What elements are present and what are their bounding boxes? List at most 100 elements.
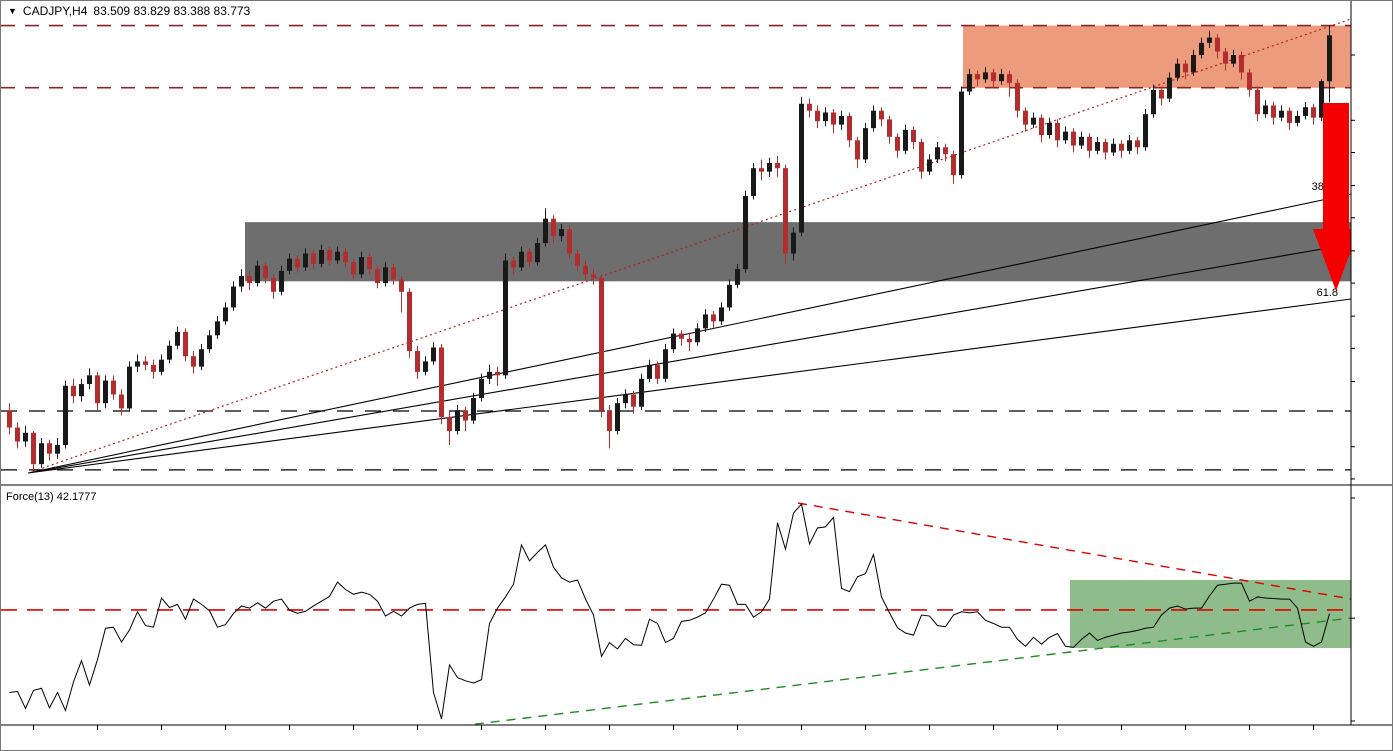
bear-candle[interactable]	[1271, 105, 1276, 118]
bull-candle[interactable]	[167, 345, 172, 360]
bull-candle[interactable]	[199, 349, 204, 367]
bear-candle[interactable]	[391, 267, 396, 280]
bear-candle[interactable]	[367, 256, 372, 270]
bull-candle[interactable]	[735, 269, 740, 285]
bear-candle[interactable]	[1287, 110, 1292, 123]
bear-candle[interactable]	[1055, 122, 1060, 141]
bear-candle[interactable]	[31, 432, 36, 465]
bear-candle[interactable]	[111, 380, 116, 395]
bear-candle[interactable]	[991, 72, 996, 82]
bull-candle[interactable]	[383, 267, 388, 284]
bull-candle[interactable]	[1279, 110, 1284, 118]
bear-candle[interactable]	[407, 291, 412, 351]
main-price-panel[interactable]: 38.25061.8	[1, 18, 1359, 474]
bear-candle[interactable]	[1087, 136, 1092, 151]
bear-candle[interactable]	[807, 103, 812, 111]
bear-candle[interactable]	[295, 258, 300, 268]
bull-candle[interactable]	[751, 168, 756, 197]
bull-candle[interactable]	[999, 74, 1004, 82]
bull-candle[interactable]	[535, 243, 540, 263]
bear-candle[interactable]	[847, 115, 852, 141]
bear-candle[interactable]	[775, 162, 780, 169]
bear-candle[interactable]	[183, 331, 188, 357]
bear-candle[interactable]	[1239, 55, 1244, 73]
bear-candle[interactable]	[375, 269, 380, 284]
bull-candle[interactable]	[903, 129, 908, 151]
bull-candle[interactable]	[1127, 140, 1132, 151]
bull-candle[interactable]	[207, 335, 212, 350]
bull-candle[interactable]	[719, 307, 724, 322]
bear-candle[interactable]	[1119, 143, 1124, 151]
bear-candle[interactable]	[1183, 63, 1188, 73]
bull-candle[interactable]	[1207, 37, 1212, 43]
bear-candle[interactable]	[951, 154, 956, 176]
bull-candle[interactable]	[319, 249, 324, 264]
bear-candle[interactable]	[943, 147, 948, 155]
force-green-trendline[interactable]	[443, 617, 1351, 728]
bear-candle[interactable]	[327, 249, 332, 261]
bear-candle[interactable]	[191, 356, 196, 367]
bull-candle[interactable]	[215, 321, 220, 336]
bull-candle[interactable]	[623, 394, 628, 404]
bear-candle[interactable]	[463, 410, 468, 421]
bull-candle[interactable]	[823, 112, 828, 122]
bear-candle[interactable]	[831, 112, 836, 125]
bull-candle[interactable]	[519, 251, 524, 268]
bear-candle[interactable]	[591, 274, 596, 278]
red-dotted-trendline[interactable]	[27, 18, 1351, 474]
bear-candle[interactable]	[879, 110, 884, 120]
bull-candle[interactable]	[471, 397, 476, 421]
bear-candle[interactable]	[399, 279, 404, 292]
bull-candle[interactable]	[279, 270, 284, 292]
bear-candle[interactable]	[439, 347, 444, 418]
bull-candle[interactable]	[1319, 81, 1324, 118]
bear-candle[interactable]	[1159, 89, 1164, 99]
bear-candle[interactable]	[783, 168, 788, 254]
bear-candle[interactable]	[143, 361, 148, 365]
force-red-trendline[interactable]	[797, 502, 1351, 600]
bear-candle[interactable]	[687, 338, 692, 343]
bear-candle[interactable]	[247, 276, 252, 284]
bull-candle[interactable]	[863, 128, 868, 160]
bull-candle[interactable]	[839, 115, 844, 125]
bull-candle[interactable]	[239, 276, 244, 287]
bull-candle[interactable]	[967, 74, 972, 92]
bear-candle[interactable]	[311, 253, 316, 264]
bear-candle[interactable]	[887, 119, 892, 137]
bear-candle[interactable]	[119, 394, 124, 409]
bull-candle[interactable]	[487, 371, 492, 379]
bear-candle[interactable]	[263, 265, 268, 278]
bull-candle[interactable]	[1167, 77, 1172, 99]
bear-candle[interactable]	[607, 410, 612, 432]
bull-candle[interactable]	[503, 260, 508, 376]
bear-candle[interactable]	[855, 140, 860, 160]
bull-candle[interactable]	[303, 253, 308, 268]
bull-candle[interactable]	[431, 347, 436, 362]
bull-candle[interactable]	[231, 286, 236, 308]
bear-candle[interactable]	[911, 129, 916, 143]
bull-candle[interactable]	[127, 366, 132, 409]
bull-candle[interactable]	[87, 375, 92, 385]
bear-candle[interactable]	[1247, 72, 1252, 90]
bear-candle[interactable]	[527, 251, 532, 263]
bull-candle[interactable]	[223, 307, 228, 322]
bull-candle[interactable]	[63, 385, 68, 445]
bear-candle[interactable]	[447, 417, 452, 432]
bull-candle[interactable]	[423, 361, 428, 372]
bear-candle[interactable]	[95, 375, 100, 404]
bear-candle[interactable]	[71, 385, 76, 397]
bull-candle[interactable]	[1231, 55, 1236, 64]
bear-candle[interactable]	[975, 74, 980, 80]
bull-candle[interactable]	[39, 443, 44, 465]
bull-candle[interactable]	[671, 333, 676, 350]
black-trendline[interactable]	[27, 243, 1351, 474]
bear-candle[interactable]	[567, 229, 572, 254]
bear-candle[interactable]	[7, 410, 12, 428]
time-axis[interactable]: 20 Nov 201921 Nov 20:0025 Nov 04:0026 No…	[1, 725, 1392, 750]
bull-candle[interactable]	[1111, 143, 1116, 153]
bull-candle[interactable]	[959, 91, 964, 176]
bear-candle[interactable]	[351, 262, 356, 275]
bull-candle[interactable]	[647, 364, 652, 379]
bull-candle[interactable]	[791, 232, 796, 254]
